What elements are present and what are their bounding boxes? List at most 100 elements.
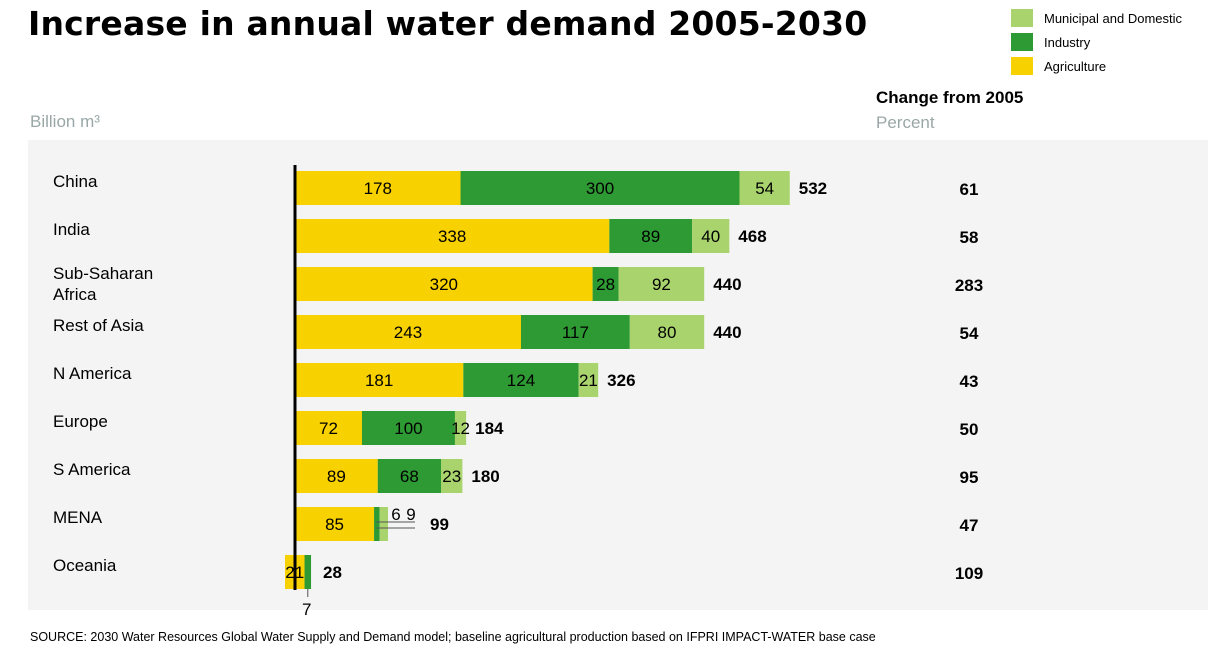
category-label-line: S America xyxy=(53,460,131,479)
total-label-n-america: 326 xyxy=(607,371,635,390)
total-label-europe: 184 xyxy=(475,419,504,438)
bar-label-agriculture-mena: 85 xyxy=(325,515,344,534)
bar-agriculture-n-america xyxy=(295,363,464,397)
category-label-sub-saharan-africa: Sub-Saharan Africa xyxy=(53,264,153,304)
bar-label-industry-india: 89 xyxy=(641,227,660,246)
bar-agriculture-europe xyxy=(295,411,362,445)
total-label-oceania: 28 xyxy=(323,563,342,582)
category-label-line: Rest of Asia xyxy=(53,316,144,335)
change-subheader: Percent xyxy=(876,113,935,132)
legend-swatch-industry xyxy=(1011,33,1033,51)
bar-label-municipal-europe: 12 xyxy=(451,419,470,438)
bar-label-agriculture-europe: 72 xyxy=(319,419,338,438)
change-percent-n-america: 43 xyxy=(960,372,979,391)
category-label-india: India xyxy=(53,220,90,239)
bar-industry-sub-saharan-africa xyxy=(592,267,619,301)
bar-municipal-india xyxy=(692,219,730,253)
total-label-mena: 99 xyxy=(430,515,449,534)
bar-agriculture-mena xyxy=(295,507,375,541)
legend: Municipal and Domestic Industry Agricult… xyxy=(1011,6,1182,78)
category-label-rest-of-asia: Rest of Asia xyxy=(53,316,144,335)
bar-label-municipal-rest-of-asia: 80 xyxy=(658,323,677,342)
category-label-china: China xyxy=(53,172,98,191)
bar-industry-india xyxy=(609,219,693,253)
change-percent-sub-saharan-africa: 283 xyxy=(955,276,983,295)
legend-label-agriculture: Agriculture xyxy=(1044,58,1107,74)
bar-industry-s-america xyxy=(377,459,442,493)
change-percent-mena: 47 xyxy=(960,516,979,535)
bar-agriculture-india xyxy=(295,219,610,253)
bar-municipal-s-america xyxy=(441,459,463,493)
bar-municipal-rest-of-asia xyxy=(629,315,705,349)
change-percent-india: 58 xyxy=(960,228,979,247)
bar-municipal-n-america xyxy=(578,363,599,397)
category-label-line: N America xyxy=(53,364,132,383)
category-label-line: India xyxy=(53,220,90,239)
change-percent-china: 61 xyxy=(960,180,979,199)
bar-label-industry-s-america: 68 xyxy=(400,467,419,486)
bar-label-agriculture-china: 178 xyxy=(364,179,392,198)
legend-item-industry: Industry xyxy=(1011,30,1182,54)
legend-swatch-agriculture xyxy=(1011,57,1033,75)
category-label-oceania: Oceania xyxy=(53,556,117,575)
total-label-china: 532 xyxy=(799,179,827,198)
bar-agriculture-china xyxy=(295,171,461,205)
bar-label-industry-rest-of-asia: 117 xyxy=(562,323,589,342)
unit-label: Billion m³ xyxy=(30,112,100,131)
bar-agriculture-sub-saharan-africa xyxy=(295,267,593,301)
bar-municipal-china xyxy=(739,171,790,205)
bar-label-municipal-india: 40 xyxy=(701,227,720,246)
legend-item-agriculture: Agriculture xyxy=(1011,54,1182,78)
category-label-s-america: S America xyxy=(53,460,131,479)
category-label-mena: MENA xyxy=(53,508,103,527)
bar-label-industry-sub-saharan-africa: 28 xyxy=(596,275,615,294)
bar-agriculture-rest-of-asia xyxy=(295,315,521,349)
bar-label-municipal-sub-saharan-africa: 92 xyxy=(652,275,671,294)
bar-municipal-mena xyxy=(379,507,388,541)
change-header: Change from 2005 xyxy=(876,88,1024,107)
category-label-line: Africa xyxy=(53,285,97,304)
change-percent-europe: 50 xyxy=(960,420,979,439)
bar-agriculture-s-america xyxy=(295,459,378,493)
bar-municipal-sub-saharan-africa xyxy=(618,267,705,301)
chart-title: Increase in annual water demand 2005-203… xyxy=(28,4,868,43)
category-label-line: MENA xyxy=(53,508,103,527)
category-label-line: Europe xyxy=(53,412,108,431)
category-label-line: Oceania xyxy=(53,556,117,575)
bar-label-agriculture-india: 338 xyxy=(438,227,466,246)
bar-label-industry-oceania: 7 xyxy=(302,600,311,619)
bar-label-industry-mena: 6 xyxy=(391,505,400,524)
legend-item-municipal: Municipal and Domestic xyxy=(1011,6,1182,30)
legend-swatch-municipal xyxy=(1011,9,1033,27)
legend-label-municipal: Municipal and Domestic xyxy=(1044,10,1183,26)
bar-label-agriculture-s-america: 89 xyxy=(327,467,346,486)
bar-label-municipal-china: 54 xyxy=(755,179,774,198)
bar-label-agriculture-n-america: 181 xyxy=(365,371,393,390)
total-label-sub-saharan-africa: 440 xyxy=(713,275,741,294)
total-label-india: 468 xyxy=(738,227,766,246)
bar-label-industry-china: 300 xyxy=(586,179,614,198)
source-note: SOURCE: 2030 Water Resources Global Wate… xyxy=(30,630,876,644)
bar-industry-oceania xyxy=(304,555,312,589)
change-percent-rest-of-asia: 54 xyxy=(960,324,979,343)
bar-label-municipal-mena: 9 xyxy=(406,505,415,524)
bar-industry-mena xyxy=(374,507,380,541)
bar-label-municipal-n-america: 21 xyxy=(579,371,598,390)
plot-background xyxy=(28,140,1208,610)
total-label-s-america: 180 xyxy=(471,467,499,486)
bar-industry-china xyxy=(460,171,740,205)
change-percent-oceania: 109 xyxy=(955,564,983,583)
bar-label-agriculture-rest-of-asia: 243 xyxy=(394,323,422,342)
bar-municipal-europe xyxy=(454,411,467,445)
category-label-line: China xyxy=(53,172,98,191)
change-percent-s-america: 95 xyxy=(960,468,979,487)
category-label-n-america: N America xyxy=(53,364,132,383)
bar-label-municipal-s-america: 23 xyxy=(442,467,461,486)
category-label-line: Sub-Saharan xyxy=(53,264,153,283)
legend-label-industry: Industry xyxy=(1044,34,1091,50)
bar-label-agriculture-sub-saharan-africa: 320 xyxy=(430,275,458,294)
total-label-rest-of-asia: 440 xyxy=(713,323,741,342)
bar-industry-n-america xyxy=(463,363,579,397)
bar-label-industry-europe: 100 xyxy=(394,419,422,438)
